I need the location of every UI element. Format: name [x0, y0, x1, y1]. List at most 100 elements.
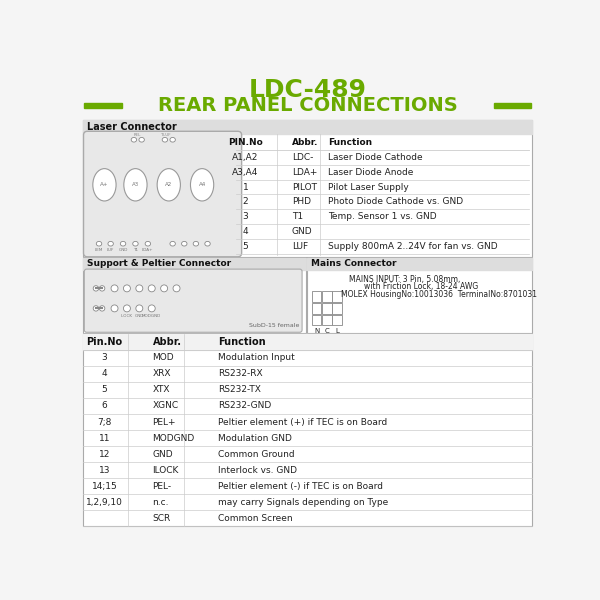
Text: 3: 3: [101, 353, 107, 362]
Ellipse shape: [157, 169, 181, 201]
Text: XRX: XRX: [152, 370, 171, 379]
Ellipse shape: [111, 285, 118, 292]
Text: 4: 4: [242, 227, 248, 236]
Ellipse shape: [145, 241, 151, 246]
Bar: [322, 303, 332, 314]
Text: A4: A4: [199, 182, 206, 187]
Ellipse shape: [205, 241, 210, 246]
Text: GND: GND: [134, 314, 144, 318]
Ellipse shape: [121, 241, 126, 246]
Text: N: N: [314, 328, 319, 334]
Bar: [83, 120, 532, 134]
Text: Modulation Input: Modulation Input: [218, 353, 295, 362]
Bar: [332, 292, 341, 302]
Bar: [312, 303, 322, 314]
Bar: [332, 303, 341, 314]
Text: Laser Diode Anode: Laser Diode Anode: [328, 167, 413, 176]
Text: XTX: XTX: [152, 385, 170, 394]
Ellipse shape: [136, 305, 143, 312]
Text: 6: 6: [101, 401, 107, 410]
Text: 7;8: 7;8: [97, 418, 112, 427]
Text: MOD: MOD: [152, 353, 174, 362]
Bar: [83, 334, 532, 526]
Ellipse shape: [131, 137, 137, 142]
Bar: [312, 292, 322, 302]
Text: 1,2,9,10: 1,2,9,10: [86, 498, 123, 507]
Text: GND: GND: [118, 248, 128, 253]
Text: 4: 4: [101, 370, 107, 379]
Text: LUF: LUF: [292, 242, 308, 251]
Text: A3: A3: [132, 182, 139, 187]
Text: PHD: PHD: [292, 197, 311, 206]
Text: SCR: SCR: [152, 514, 171, 523]
Text: T1: T1: [292, 212, 303, 221]
Bar: [83, 257, 306, 333]
Bar: [322, 292, 332, 302]
Ellipse shape: [161, 285, 167, 292]
Ellipse shape: [139, 137, 145, 142]
Text: ILOCK: ILOCK: [121, 314, 133, 318]
Text: Temp. Sensor 1 vs. GND: Temp. Sensor 1 vs. GND: [328, 212, 436, 221]
Text: Interlock vs. GND: Interlock vs. GND: [218, 466, 298, 475]
Ellipse shape: [124, 285, 130, 292]
Text: LDA+: LDA+: [292, 167, 317, 176]
Text: T.LUF: T.LUF: [160, 133, 170, 137]
Text: MODGND: MODGND: [142, 314, 161, 318]
Text: RS232-GND: RS232-GND: [218, 401, 272, 410]
Ellipse shape: [93, 305, 98, 311]
Text: ILOCK: ILOCK: [152, 466, 179, 475]
Bar: [312, 314, 322, 325]
Ellipse shape: [148, 285, 155, 292]
Ellipse shape: [193, 241, 199, 246]
Text: LDC-: LDC-: [292, 153, 313, 162]
Text: GND: GND: [152, 449, 173, 458]
Text: 2: 2: [242, 197, 248, 206]
Ellipse shape: [182, 241, 187, 246]
Text: PILOT: PILOT: [292, 182, 317, 191]
Text: Photo Diode Cathode vs. GND: Photo Diode Cathode vs. GND: [328, 197, 463, 206]
Text: Mains Connector: Mains Connector: [311, 259, 396, 268]
Ellipse shape: [136, 285, 143, 292]
Text: Pilot Laser Supply: Pilot Laser Supply: [328, 182, 409, 191]
Text: 13: 13: [98, 466, 110, 475]
Text: A1,A2: A1,A2: [232, 153, 259, 162]
Text: 3: 3: [242, 212, 248, 221]
Text: Pin.No: Pin.No: [86, 337, 122, 347]
Text: Peltier element (+) if TEC is on Board: Peltier element (+) if TEC is on Board: [218, 418, 388, 427]
Text: LDA+: LDA+: [142, 248, 154, 253]
Text: MAINS INPUT: 3 Pin, 5.08mm,: MAINS INPUT: 3 Pin, 5.08mm,: [349, 275, 460, 284]
Text: 1: 1: [242, 182, 248, 191]
Bar: [307, 257, 532, 270]
Text: LDC-489: LDC-489: [248, 79, 367, 103]
Text: Function: Function: [218, 337, 266, 347]
Ellipse shape: [124, 305, 130, 312]
Text: Modulation GND: Modulation GND: [218, 434, 292, 443]
Bar: [83, 334, 532, 350]
Ellipse shape: [100, 305, 105, 311]
Text: 11: 11: [98, 434, 110, 443]
Text: C: C: [325, 328, 329, 334]
Ellipse shape: [173, 285, 180, 292]
Text: MOLEX HousingNo:10013036  TerminalNo:8701031: MOLEX HousingNo:10013036 TerminalNo:8701…: [341, 290, 537, 299]
Text: may carry Signals depending on Type: may carry Signals depending on Type: [218, 498, 389, 507]
Text: A3,A4: A3,A4: [232, 167, 259, 176]
Text: Abbr.: Abbr.: [292, 138, 319, 147]
Text: L: L: [335, 328, 339, 334]
Text: PIN.No: PIN.No: [228, 138, 263, 147]
Text: Common Ground: Common Ground: [218, 449, 295, 458]
Ellipse shape: [170, 137, 175, 142]
Ellipse shape: [100, 286, 105, 291]
Ellipse shape: [111, 305, 118, 312]
Text: Supply 800mA 2..24V for fan vs. GND: Supply 800mA 2..24V for fan vs. GND: [328, 242, 497, 251]
Text: GND: GND: [292, 227, 313, 236]
Text: SubD-15 female: SubD-15 female: [250, 323, 300, 328]
Text: Common Screen: Common Screen: [218, 514, 293, 523]
Text: PEL: PEL: [134, 133, 142, 137]
Bar: [493, 103, 531, 108]
Ellipse shape: [162, 137, 167, 142]
Text: 5: 5: [242, 242, 248, 251]
Ellipse shape: [97, 241, 102, 246]
Text: A+: A+: [100, 182, 109, 187]
Ellipse shape: [133, 241, 138, 246]
Text: Laser Connector: Laser Connector: [86, 122, 176, 131]
